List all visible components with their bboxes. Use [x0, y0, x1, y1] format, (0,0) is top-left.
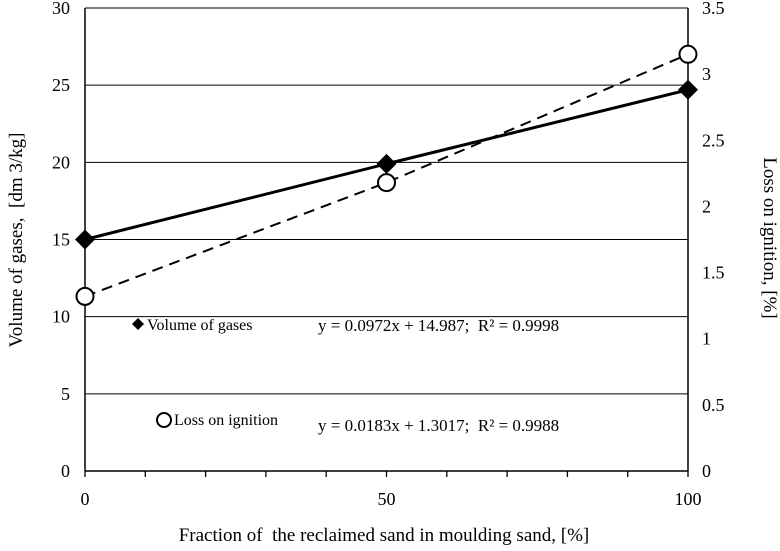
x-tick-label: 100: [675, 489, 702, 509]
y-tick-label-right: 1.5: [702, 263, 725, 283]
gridlines: [85, 7, 688, 395]
x-axis-label: Fraction of the reclaimed sand in mouldi…: [179, 525, 590, 546]
y-tick-label-left: 10: [52, 307, 70, 327]
legend-equation-volume: y = 0.0972x + 14.987; R² = 0.9998: [318, 316, 559, 335]
data-point-loss-on-ignition: [377, 173, 396, 193]
legend-label-loss: Loss on ignition: [174, 412, 278, 429]
legend-diamond-marker: [132, 318, 144, 330]
y-tick-label-left: 30: [52, 0, 70, 18]
y-tick-label-left: 25: [52, 75, 70, 95]
data-point-volume-of-gases: [75, 229, 95, 250]
y-tick-label-right: 3.5: [702, 0, 725, 18]
y-tick-label-right: 0: [702, 461, 711, 481]
legend-equation-loss: y = 0.0183x + 1.3017; R² = 0.9988: [318, 416, 559, 435]
y-axis-label-left: Volume of gases, [dm 3/kg]: [6, 133, 27, 348]
legend: Volume of gases y = 0.0972x + 14.987; R²…: [132, 316, 559, 435]
y-tick-label-left: 15: [52, 230, 70, 250]
y-tick-label-right: 2.5: [702, 130, 725, 150]
data-point-loss-on-ignition: [75, 286, 95, 306]
y-tick-label-left: 5: [61, 384, 70, 404]
tick-labels: 0 5 10 15 20 25 30 0 0.5 1 1.5 2 2.5 3 3.5 0 50 100: [52, 0, 725, 509]
series: [75, 44, 698, 306]
data-point-volume-of-gases: [376, 153, 397, 174]
y-tick-label-right: 0.5: [702, 395, 725, 415]
data-point-volume-of-gases: [678, 79, 698, 100]
x-tick-marks: [84, 471, 689, 477]
y-axis-label-right: Loss on ignition, [%]: [759, 157, 780, 319]
legend-circle-marker: [156, 412, 172, 428]
series-line-loss-on-ignition: [84, 53, 689, 298]
legend-label-volume: Volume of gases: [147, 317, 252, 334]
y-tick-label-left: 20: [52, 152, 70, 172]
y-tick-label-left: 0: [61, 461, 70, 481]
y-tick-label-right: 1: [702, 329, 711, 349]
y-tick-label-right: 2: [702, 196, 711, 216]
y-tick-label-right: 3: [702, 64, 711, 84]
data-point-loss-on-ignition: [678, 44, 698, 64]
x-tick-label: 0: [81, 489, 90, 509]
x-tick-label: 50: [378, 489, 396, 509]
